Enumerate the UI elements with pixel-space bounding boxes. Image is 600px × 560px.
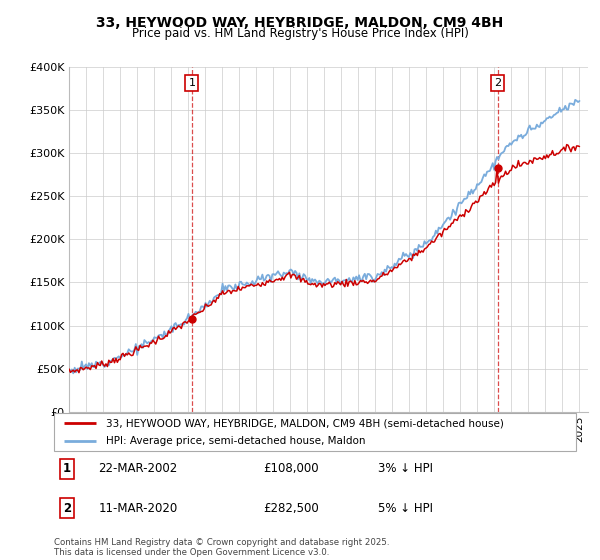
Text: £108,000: £108,000	[263, 462, 319, 475]
Text: £282,500: £282,500	[263, 502, 319, 515]
Text: 22-MAR-2002: 22-MAR-2002	[98, 462, 178, 475]
Text: Price paid vs. HM Land Registry's House Price Index (HPI): Price paid vs. HM Land Registry's House …	[131, 27, 469, 40]
FancyBboxPatch shape	[54, 413, 576, 451]
Text: 2: 2	[63, 502, 71, 515]
Text: 11-MAR-2020: 11-MAR-2020	[98, 502, 178, 515]
Text: 33, HEYWOOD WAY, HEYBRIDGE, MALDON, CM9 4BH: 33, HEYWOOD WAY, HEYBRIDGE, MALDON, CM9 …	[97, 16, 503, 30]
Text: 2: 2	[494, 78, 501, 88]
Text: 33, HEYWOOD WAY, HEYBRIDGE, MALDON, CM9 4BH (semi-detached house): 33, HEYWOOD WAY, HEYBRIDGE, MALDON, CM9 …	[106, 418, 504, 428]
Text: 1: 1	[63, 462, 71, 475]
Text: 1: 1	[188, 78, 196, 88]
Text: 3% ↓ HPI: 3% ↓ HPI	[377, 462, 433, 475]
Text: HPI: Average price, semi-detached house, Maldon: HPI: Average price, semi-detached house,…	[106, 436, 366, 446]
Text: Contains HM Land Registry data © Crown copyright and database right 2025.
This d: Contains HM Land Registry data © Crown c…	[54, 538, 389, 557]
Text: 5% ↓ HPI: 5% ↓ HPI	[377, 502, 433, 515]
